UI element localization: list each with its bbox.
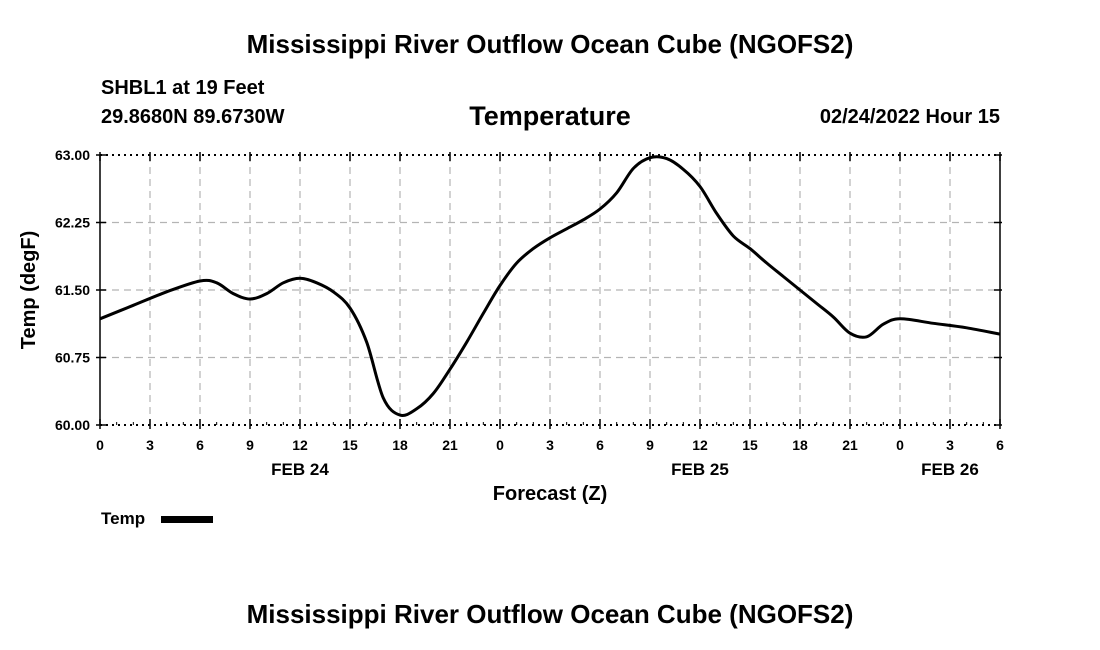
x-tick-label: 6 — [196, 437, 204, 453]
x-date-label: FEB 26 — [921, 460, 979, 479]
x-tick-label: 0 — [896, 437, 904, 453]
x-tick-label: 3 — [546, 437, 554, 453]
temperature-chart: 0 3 6 9 12 15 18 21 0 3 6 9 12 15 18 21 0 3 6 FEB 24 FEB 25 F… — [18, 147, 1004, 505]
x-tick-label: 6 — [996, 437, 1004, 453]
legend-line-swatch — [161, 516, 213, 523]
x-tick-label: 6 — [596, 437, 604, 453]
x-axis-title: Forecast (Z) — [493, 483, 607, 505]
legend-label: Temp — [101, 509, 146, 528]
x-tick-label: 9 — [246, 437, 254, 453]
x-tick-label: 9 — [646, 437, 654, 453]
y-tick-label: 60.00 — [55, 417, 90, 433]
station-coordinates: 29.8680N 89.6730W — [101, 106, 285, 128]
x-date-label: FEB 24 — [271, 460, 329, 479]
footer-title: Mississippi River Outflow Ocean Cube (NG… — [246, 599, 854, 629]
plot-title: Temperature — [469, 101, 631, 131]
station-label: SHBL1 at 19 Feet — [101, 77, 265, 99]
x-tick-label: 21 — [442, 437, 458, 453]
x-tick-label: 3 — [946, 437, 954, 453]
y-tick-label: 63.00 — [55, 147, 90, 163]
x-tick-label: 18 — [792, 437, 808, 453]
x-tick-label: 12 — [692, 437, 708, 453]
x-tick-label: 3 — [146, 437, 154, 453]
x-tick-label: 15 — [742, 437, 758, 453]
chart-main-title: Mississippi River Outflow Ocean Cube (NG… — [246, 29, 854, 59]
x-tick-label: 0 — [96, 437, 104, 453]
x-tick-label: 12 — [292, 437, 308, 453]
temp-series-line — [99, 155, 1001, 417]
x-date-label: FEB 25 — [671, 460, 729, 479]
y-axis-title: Temp (degF) — [18, 231, 40, 350]
y-tick-label: 61.50 — [55, 282, 90, 298]
x-tick-label: 0 — [496, 437, 504, 453]
x-tick-label: 15 — [342, 437, 358, 453]
y-tick-label: 60.75 — [55, 350, 90, 366]
forecast-timestamp: 02/24/2022 Hour 15 — [819, 106, 1000, 128]
x-tick-label: 21 — [842, 437, 858, 453]
x-tick-label: 18 — [392, 437, 408, 453]
y-tick-label: 62.25 — [55, 215, 90, 231]
